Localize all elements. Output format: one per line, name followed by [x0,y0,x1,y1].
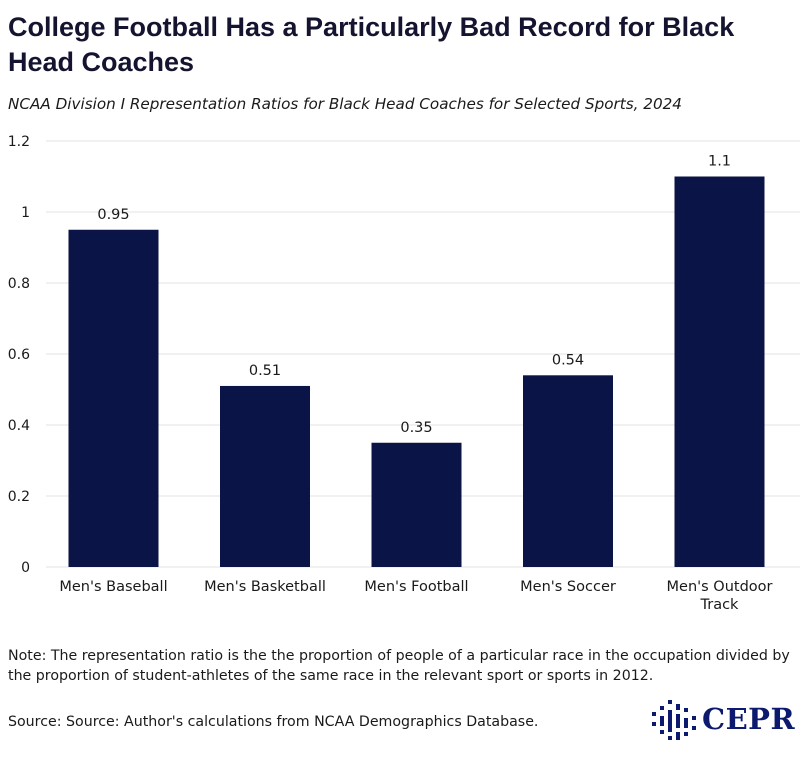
bar [523,375,613,567]
chart-note: Note: The representation ratio is the th… [8,648,790,684]
data-labels: 0.95 0.51 0.35 0.54 1.1 [97,154,731,436]
y-tick-label: 0.6 [8,347,30,363]
x-category-label: Men's Outdoor [667,579,773,595]
x-axis-categories: Men's Baseball Men's Basketball Men's Foot… [59,579,772,613]
y-tick-label: 0.4 [8,418,30,434]
data-label: 0.54 [552,352,584,368]
data-label: 0.51 [249,363,281,379]
data-label: 1.1 [708,154,731,170]
y-tick-label: 1.2 [8,134,30,150]
data-label: 0.35 [400,420,432,436]
x-category-label: Men's Soccer [520,579,616,595]
cepr-logo-text: CEPR [702,702,796,736]
x-category-label: Men's Baseball [59,579,167,595]
x-category-label: Track [700,597,740,613]
chart-subtitle: NCAA Division I Representation Ratios fo… [8,95,682,113]
x-category-label: Men's Basketball [204,579,326,595]
bar [674,176,765,567]
cepr-logo[interactable]: CEPR [650,696,795,748]
bar-chart: 0 0.2 0.4 0.6 0.8 1 1.2 0.95 0.51 0.35 0.54 1.1 Me… [8,134,800,613]
chart-source: Source: Source: Author's calculations fr… [8,714,539,730]
y-tick-label: 0.8 [8,276,30,292]
data-label: 0.95 [97,207,129,223]
y-axis-ticks: 0 0.2 0.4 0.6 0.8 1 1.2 [8,134,30,576]
y-tick-label: 1 [21,205,30,221]
x-category-label: Men's Football [364,579,468,595]
y-tick-label: 0 [21,560,30,576]
bars [68,176,765,567]
chart-title: College Football Has a Particularly Bad … [8,12,735,77]
bar [371,442,462,567]
cepr-logo-mark-icon [652,700,696,740]
bar [68,229,159,567]
bar [220,385,310,567]
gridlines [46,140,800,568]
y-tick-label: 0.2 [8,489,30,505]
